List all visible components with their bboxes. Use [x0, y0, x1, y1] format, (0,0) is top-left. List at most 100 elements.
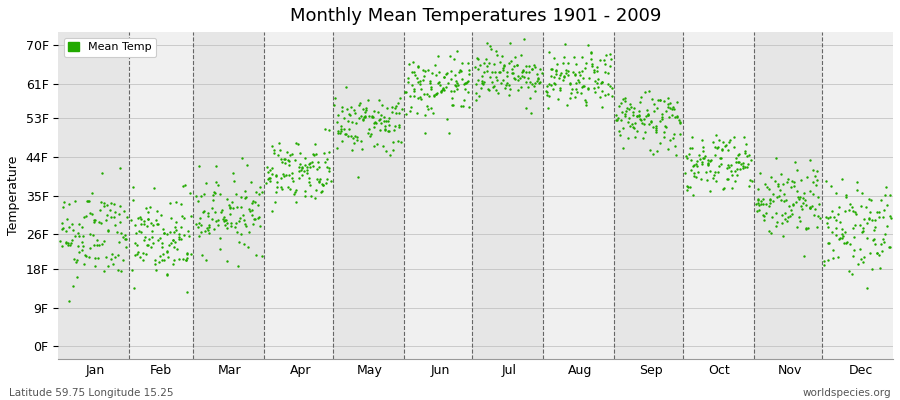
Point	[870, 250, 885, 256]
Point	[628, 134, 643, 141]
Point	[155, 244, 169, 251]
Point	[812, 200, 826, 207]
Point	[167, 224, 182, 230]
Point	[578, 97, 592, 104]
Point	[220, 225, 234, 232]
Point	[82, 230, 96, 237]
Point	[189, 193, 203, 199]
Point	[581, 85, 596, 92]
Point	[548, 81, 562, 87]
Point	[569, 61, 583, 67]
Point	[153, 253, 167, 260]
Point	[585, 63, 599, 70]
Point	[854, 203, 868, 210]
Point	[355, 146, 369, 152]
Point	[120, 214, 134, 220]
Point	[346, 140, 361, 146]
Point	[222, 211, 237, 217]
Point	[71, 230, 86, 236]
Point	[560, 102, 574, 108]
Point	[118, 232, 132, 238]
Point	[475, 72, 490, 79]
Point	[83, 210, 97, 216]
Point	[320, 164, 334, 170]
Point	[813, 215, 827, 221]
Point	[212, 234, 227, 241]
Point	[683, 156, 698, 163]
Point	[591, 76, 606, 83]
Point	[253, 184, 267, 190]
Point	[469, 80, 483, 87]
Point	[232, 218, 247, 224]
Point	[229, 220, 243, 226]
Point	[411, 79, 426, 86]
Point	[278, 172, 293, 178]
Point	[590, 68, 605, 74]
Point	[343, 112, 357, 118]
Point	[289, 140, 303, 146]
Point	[567, 71, 581, 78]
Point	[277, 160, 292, 166]
Point	[808, 173, 823, 179]
Point	[207, 226, 221, 232]
Point	[838, 208, 852, 214]
Point	[133, 229, 148, 235]
Point	[635, 120, 650, 126]
Point	[234, 194, 248, 200]
Point	[424, 86, 438, 92]
Point	[278, 156, 293, 162]
Point	[310, 158, 325, 165]
Point	[515, 69, 529, 76]
Point	[724, 185, 739, 191]
Point	[672, 117, 687, 124]
Point	[366, 124, 381, 130]
Point	[626, 124, 640, 131]
Point	[500, 80, 514, 86]
Point	[348, 109, 363, 116]
Bar	[333, 32, 404, 359]
Point	[76, 233, 90, 239]
Point	[149, 217, 164, 223]
Point	[665, 112, 680, 118]
Point	[826, 255, 841, 261]
Point	[876, 236, 890, 242]
Point	[832, 204, 846, 210]
Point	[503, 40, 517, 46]
Point	[612, 131, 626, 138]
Point	[444, 88, 458, 94]
Point	[255, 189, 269, 195]
Point	[818, 214, 832, 220]
Point	[656, 134, 670, 140]
Point	[627, 104, 642, 111]
Point	[356, 114, 371, 120]
Point	[731, 152, 745, 159]
Point	[556, 74, 571, 80]
Point	[516, 67, 530, 73]
Point	[637, 88, 652, 95]
Point	[597, 56, 611, 63]
Point	[861, 215, 876, 222]
Point	[789, 188, 804, 194]
Point	[616, 125, 631, 132]
Point	[716, 185, 731, 191]
Point	[590, 64, 605, 70]
Point	[780, 214, 795, 221]
Point	[454, 75, 469, 82]
Point	[515, 73, 529, 79]
Point	[715, 146, 729, 153]
Point	[680, 182, 694, 189]
Point	[246, 198, 260, 204]
Point	[590, 80, 604, 86]
Point	[658, 122, 672, 129]
Point	[65, 236, 79, 243]
Point	[237, 240, 251, 247]
Point	[379, 118, 393, 124]
Point	[703, 167, 717, 174]
Point	[374, 101, 389, 108]
Point	[351, 115, 365, 121]
Point	[70, 243, 85, 250]
Point	[236, 212, 250, 218]
Point	[120, 244, 134, 250]
Bar	[823, 32, 893, 359]
Point	[784, 184, 798, 190]
